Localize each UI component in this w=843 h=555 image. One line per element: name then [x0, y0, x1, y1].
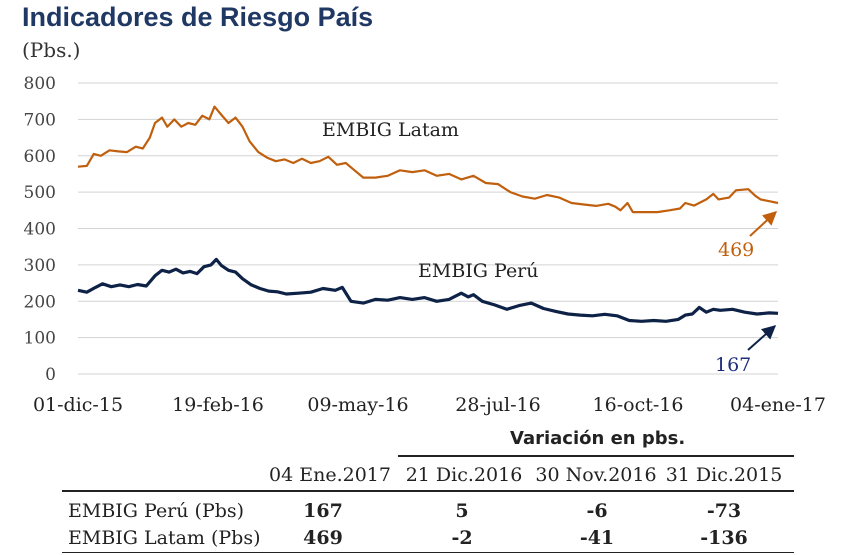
group-header-rule [398, 455, 794, 457]
col-header-3: 31 Dic.2015 [665, 464, 783, 486]
cell-latam-2: -41 [579, 527, 615, 549]
risk-chart: 0 100 200 300 400 500 600 700 800 01-dic-15 19-fe… [24, 74, 826, 416]
y-tick-label: 700 [24, 110, 56, 130]
y-tick-label: 300 [24, 256, 56, 276]
col-header-1: 21 Dic.2016 [405, 464, 523, 486]
y-tick-label: 0 [45, 365, 56, 385]
y-tick-label: 200 [24, 292, 56, 312]
x-tick-label: 16-oct-16 [593, 394, 684, 416]
series-line-peru [77, 257, 779, 323]
cell-peru-1: 5 [455, 500, 469, 522]
peru-end-value: 167 [715, 354, 751, 376]
cell-peru-0: 167 [303, 500, 343, 522]
y-tick-label: 400 [24, 220, 56, 240]
col-header-0: 04 Ene.2017 [269, 464, 391, 486]
header-rule [62, 490, 794, 492]
unit-label: (Pbs.) [22, 38, 81, 62]
x-tick-label: 19-feb-16 [172, 394, 264, 416]
y-tick-label: 500 [24, 183, 56, 203]
series-line-latam [77, 105, 779, 214]
x-tick-label: 09-may-16 [307, 394, 408, 416]
cell-peru-3: -73 [706, 500, 742, 522]
x-tick-label: 28-jul-16 [455, 394, 540, 416]
cell-latam-0: 469 [303, 527, 343, 549]
y-tick-label: 600 [24, 147, 56, 167]
bottom-rule [62, 552, 794, 553]
chart-title: Indicadores de Riesgo País [22, 2, 374, 32]
series-label-peru: EMBIG Perú [418, 260, 539, 282]
cell-peru-2: -6 [586, 500, 608, 522]
cell-latam-1: -2 [451, 527, 473, 549]
cell-latam-3: -136 [700, 527, 748, 549]
y-tick-label: 800 [24, 74, 56, 94]
table-group-header: Variación en pbs. [510, 428, 686, 449]
col-header-2: 30 Nov.2016 [535, 464, 657, 486]
x-tick-label: 04-ene-17 [730, 394, 826, 416]
row-label-peru: EMBIG Perú (Pbs) [68, 500, 245, 522]
y-tick-label: 100 [24, 329, 56, 349]
latam-end-arrow [749, 211, 778, 237]
x-tick-label: 01-dic-15 [33, 394, 123, 416]
peru-end-arrow [747, 325, 777, 351]
series-label-latam: EMBIG Latam [322, 119, 459, 141]
row-label-latam: EMBIG Latam (Pbs) [68, 527, 261, 549]
latam-end-value: 469 [718, 239, 754, 261]
